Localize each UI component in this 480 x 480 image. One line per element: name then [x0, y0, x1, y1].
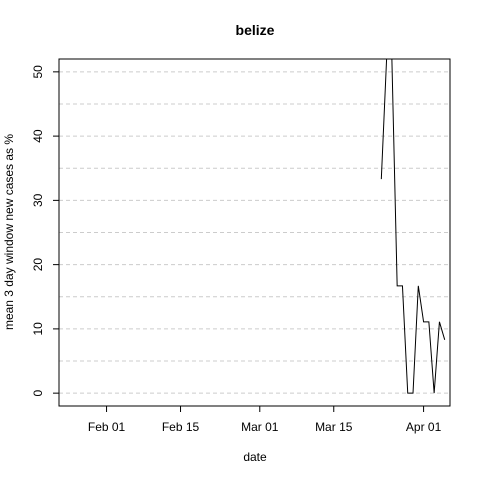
y-tick-label: 30: [31, 193, 45, 207]
y-tick-label: 10: [31, 322, 45, 336]
y-tick-label: 40: [31, 129, 45, 143]
x-tick-label: Mar 01: [241, 420, 279, 434]
series-group: [380, 59, 446, 394]
x-tick-label: Feb 15: [162, 420, 200, 434]
y-axis: 0 10 20 30 40 50: [31, 65, 59, 396]
y-tick-label: 50: [31, 65, 45, 79]
chart-title: belize: [236, 22, 275, 38]
plot-frame: [58, 58, 451, 407]
x-axis-label: date: [243, 450, 267, 464]
x-axis: Feb 01 Feb 15 Mar 01 Mar 15 Apr 01: [88, 406, 442, 434]
grid-lines: [59, 71, 450, 394]
y-axis-label: mean 3 day window new cases as %: [2, 134, 16, 330]
x-tick-label: Apr 01: [406, 420, 442, 434]
series-line: [380, 59, 446, 394]
x-tick-label: Mar 15: [315, 420, 353, 434]
x-tick-label: Feb 01: [88, 420, 126, 434]
y-tick-label: 0: [31, 389, 45, 396]
y-tick-label: 20: [31, 258, 45, 272]
